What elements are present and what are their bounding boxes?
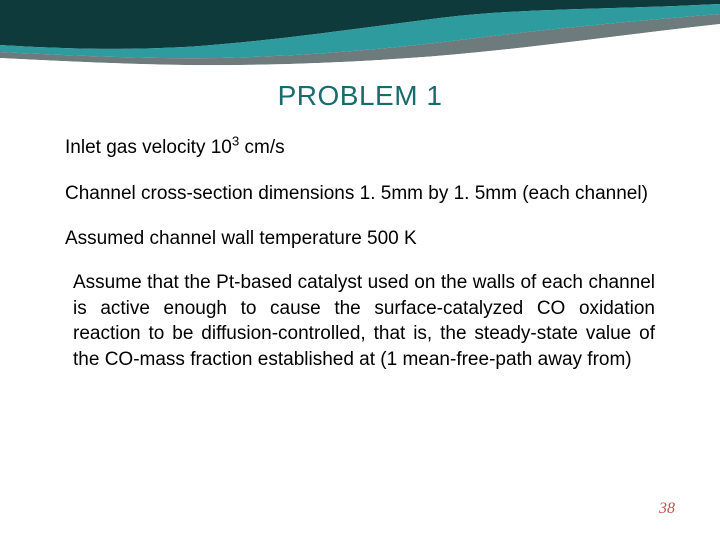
page-number: 38 xyxy=(659,500,675,518)
content-area: Inlet gas velocity 103 cm/s Channel cros… xyxy=(65,135,655,392)
paragraph-inlet-velocity: Inlet gas velocity 103 cm/s xyxy=(65,135,655,161)
inlet-text-prefix: Inlet gas velocity 10 xyxy=(65,137,232,158)
wave-decoration xyxy=(0,0,720,85)
paragraph-channel-dimensions: Channel cross-section dimensions 1. 5mm … xyxy=(65,181,655,207)
slide-title: PROBLEM 1 xyxy=(0,80,720,112)
paragraph-wall-temperature: Assumed channel wall temperature 500 K xyxy=(65,226,655,252)
paragraph-assumption: Assume that the Pt-based catalyst used o… xyxy=(73,270,655,373)
inlet-text-suffix: cm/s xyxy=(239,137,284,158)
